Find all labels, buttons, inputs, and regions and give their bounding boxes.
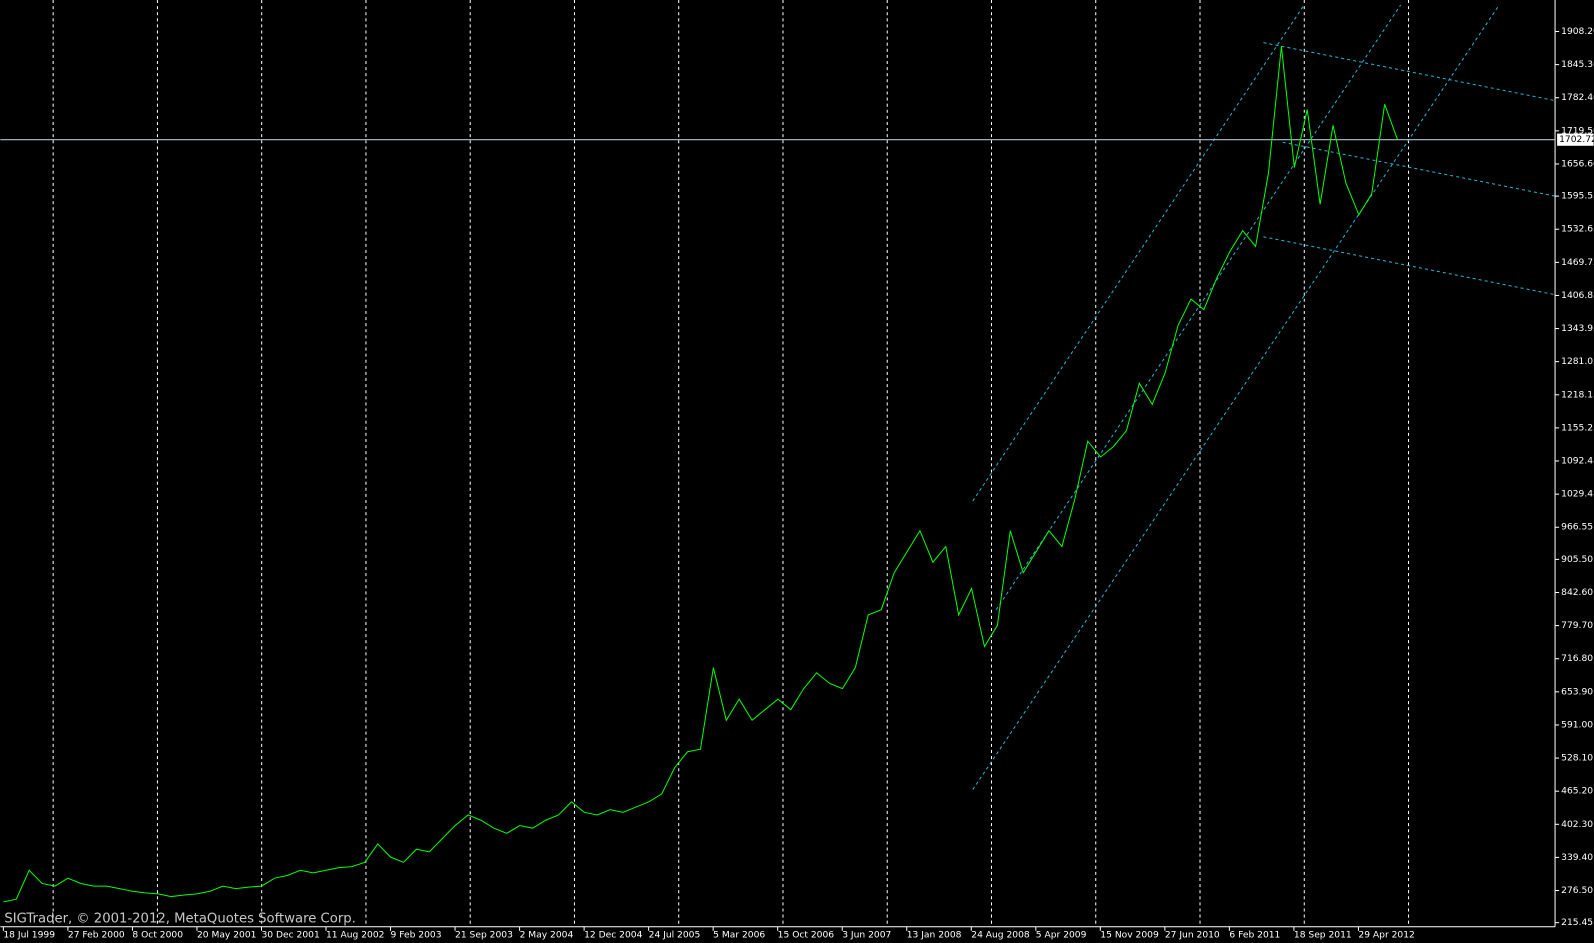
- y-tick-label: 716.80: [1561, 654, 1593, 664]
- x-tick-label: 29 Apr 2012: [1358, 930, 1414, 940]
- y-tick-label: 1532.65: [1561, 225, 1594, 235]
- y-tick-label: 1908.20: [1561, 27, 1594, 37]
- x-tick-label: 18 Jul 1999: [3, 930, 55, 940]
- channel-lower: [972, 4, 1500, 790]
- x-tick-label: 18 Sep 2011: [1294, 930, 1352, 940]
- y-tick-label: 1406.85: [1561, 291, 1594, 301]
- y-tick-label: 779.70: [1561, 621, 1593, 631]
- watermark: SIGTrader, © 2001-2012, MetaQuotes Softw…: [4, 912, 355, 927]
- current-price-box: [1557, 133, 1594, 146]
- x-tick-label: 5 Apr 2009: [1036, 930, 1087, 940]
- x-tick-label: 15 Oct 2006: [778, 930, 835, 940]
- y-tick-label: 966.55: [1561, 523, 1593, 533]
- y-tick-label: 905.50: [1561, 555, 1593, 565]
- y-tick-label: 653.90: [1561, 687, 1593, 697]
- x-tick-label: 8 Oct 2000: [132, 930, 183, 940]
- x-tick-label: 24 Aug 2008: [971, 930, 1030, 940]
- y-tick-label: 1656.60: [1561, 159, 1594, 169]
- x-tick-label: 3 Jun 2007: [842, 930, 891, 940]
- y-tick-label: 1029.45: [1561, 490, 1594, 500]
- x-tick-label: 27 Jun 2010: [1165, 930, 1220, 940]
- trend-upper: [1263, 42, 1556, 102]
- y-tick-label: 1469.75: [1561, 258, 1594, 268]
- y-tick-label: 1343.95: [1561, 324, 1594, 334]
- x-tick-label: 30 Dec 2001: [261, 930, 319, 940]
- y-tick-label: 1218.15: [1561, 390, 1594, 400]
- y-tick-label: 1281.05: [1561, 357, 1594, 367]
- y-tick-label: 1595.55: [1561, 192, 1594, 202]
- y-tick-label: 1155.25: [1561, 423, 1594, 433]
- current-price-label: 1702.72: [1559, 135, 1594, 145]
- x-tick-label: 24 Jul 2005: [649, 930, 701, 940]
- y-tick-label: 591.00: [1561, 720, 1593, 730]
- y-tick-label: 402.30: [1561, 820, 1593, 830]
- channel-middle: [995, 4, 1402, 610]
- y-tick-label: 528.10: [1561, 754, 1593, 764]
- x-tick-label: 2 May 2004: [520, 930, 574, 940]
- y-tick-label: 1845.30: [1561, 60, 1594, 70]
- y-tick-label: 465.20: [1561, 787, 1593, 797]
- y-tick-label: 1782.40: [1561, 93, 1594, 103]
- x-tick-label: 6 Feb 2011: [1229, 930, 1280, 940]
- x-tick-label: 12 Dec 2004: [584, 930, 642, 940]
- x-tick-label: 5 Mar 2006: [713, 930, 765, 940]
- trend-lower: [1263, 236, 1556, 296]
- y-tick-label: 276.50: [1561, 886, 1593, 896]
- x-tick-label: 9 Feb 2003: [391, 930, 442, 940]
- x-tick-label: 15 Nov 2009: [1100, 930, 1159, 940]
- vertical-grid: [52, 0, 1410, 927]
- price-line: [3, 46, 1399, 903]
- y-tick-label: 339.40: [1561, 853, 1593, 863]
- channel-lines: [972, 4, 1556, 790]
- x-tick-label: 11 Aug 2002: [326, 930, 384, 940]
- y-tick-label: 842.60: [1561, 588, 1593, 598]
- channel-upper: [972, 4, 1305, 502]
- y-tick-label: 1719.50: [1561, 126, 1594, 136]
- y-tick-label: 1092.45: [1561, 456, 1594, 466]
- x-tick-label: 20 May 2001: [197, 930, 256, 940]
- x-tick-label: 13 Jan 2008: [907, 930, 962, 940]
- x-tick-label: 21 Sep 2003: [455, 930, 513, 940]
- y-tick-label: 215.45: [1561, 918, 1593, 928]
- x-tick-label: 27 Feb 2000: [68, 930, 125, 940]
